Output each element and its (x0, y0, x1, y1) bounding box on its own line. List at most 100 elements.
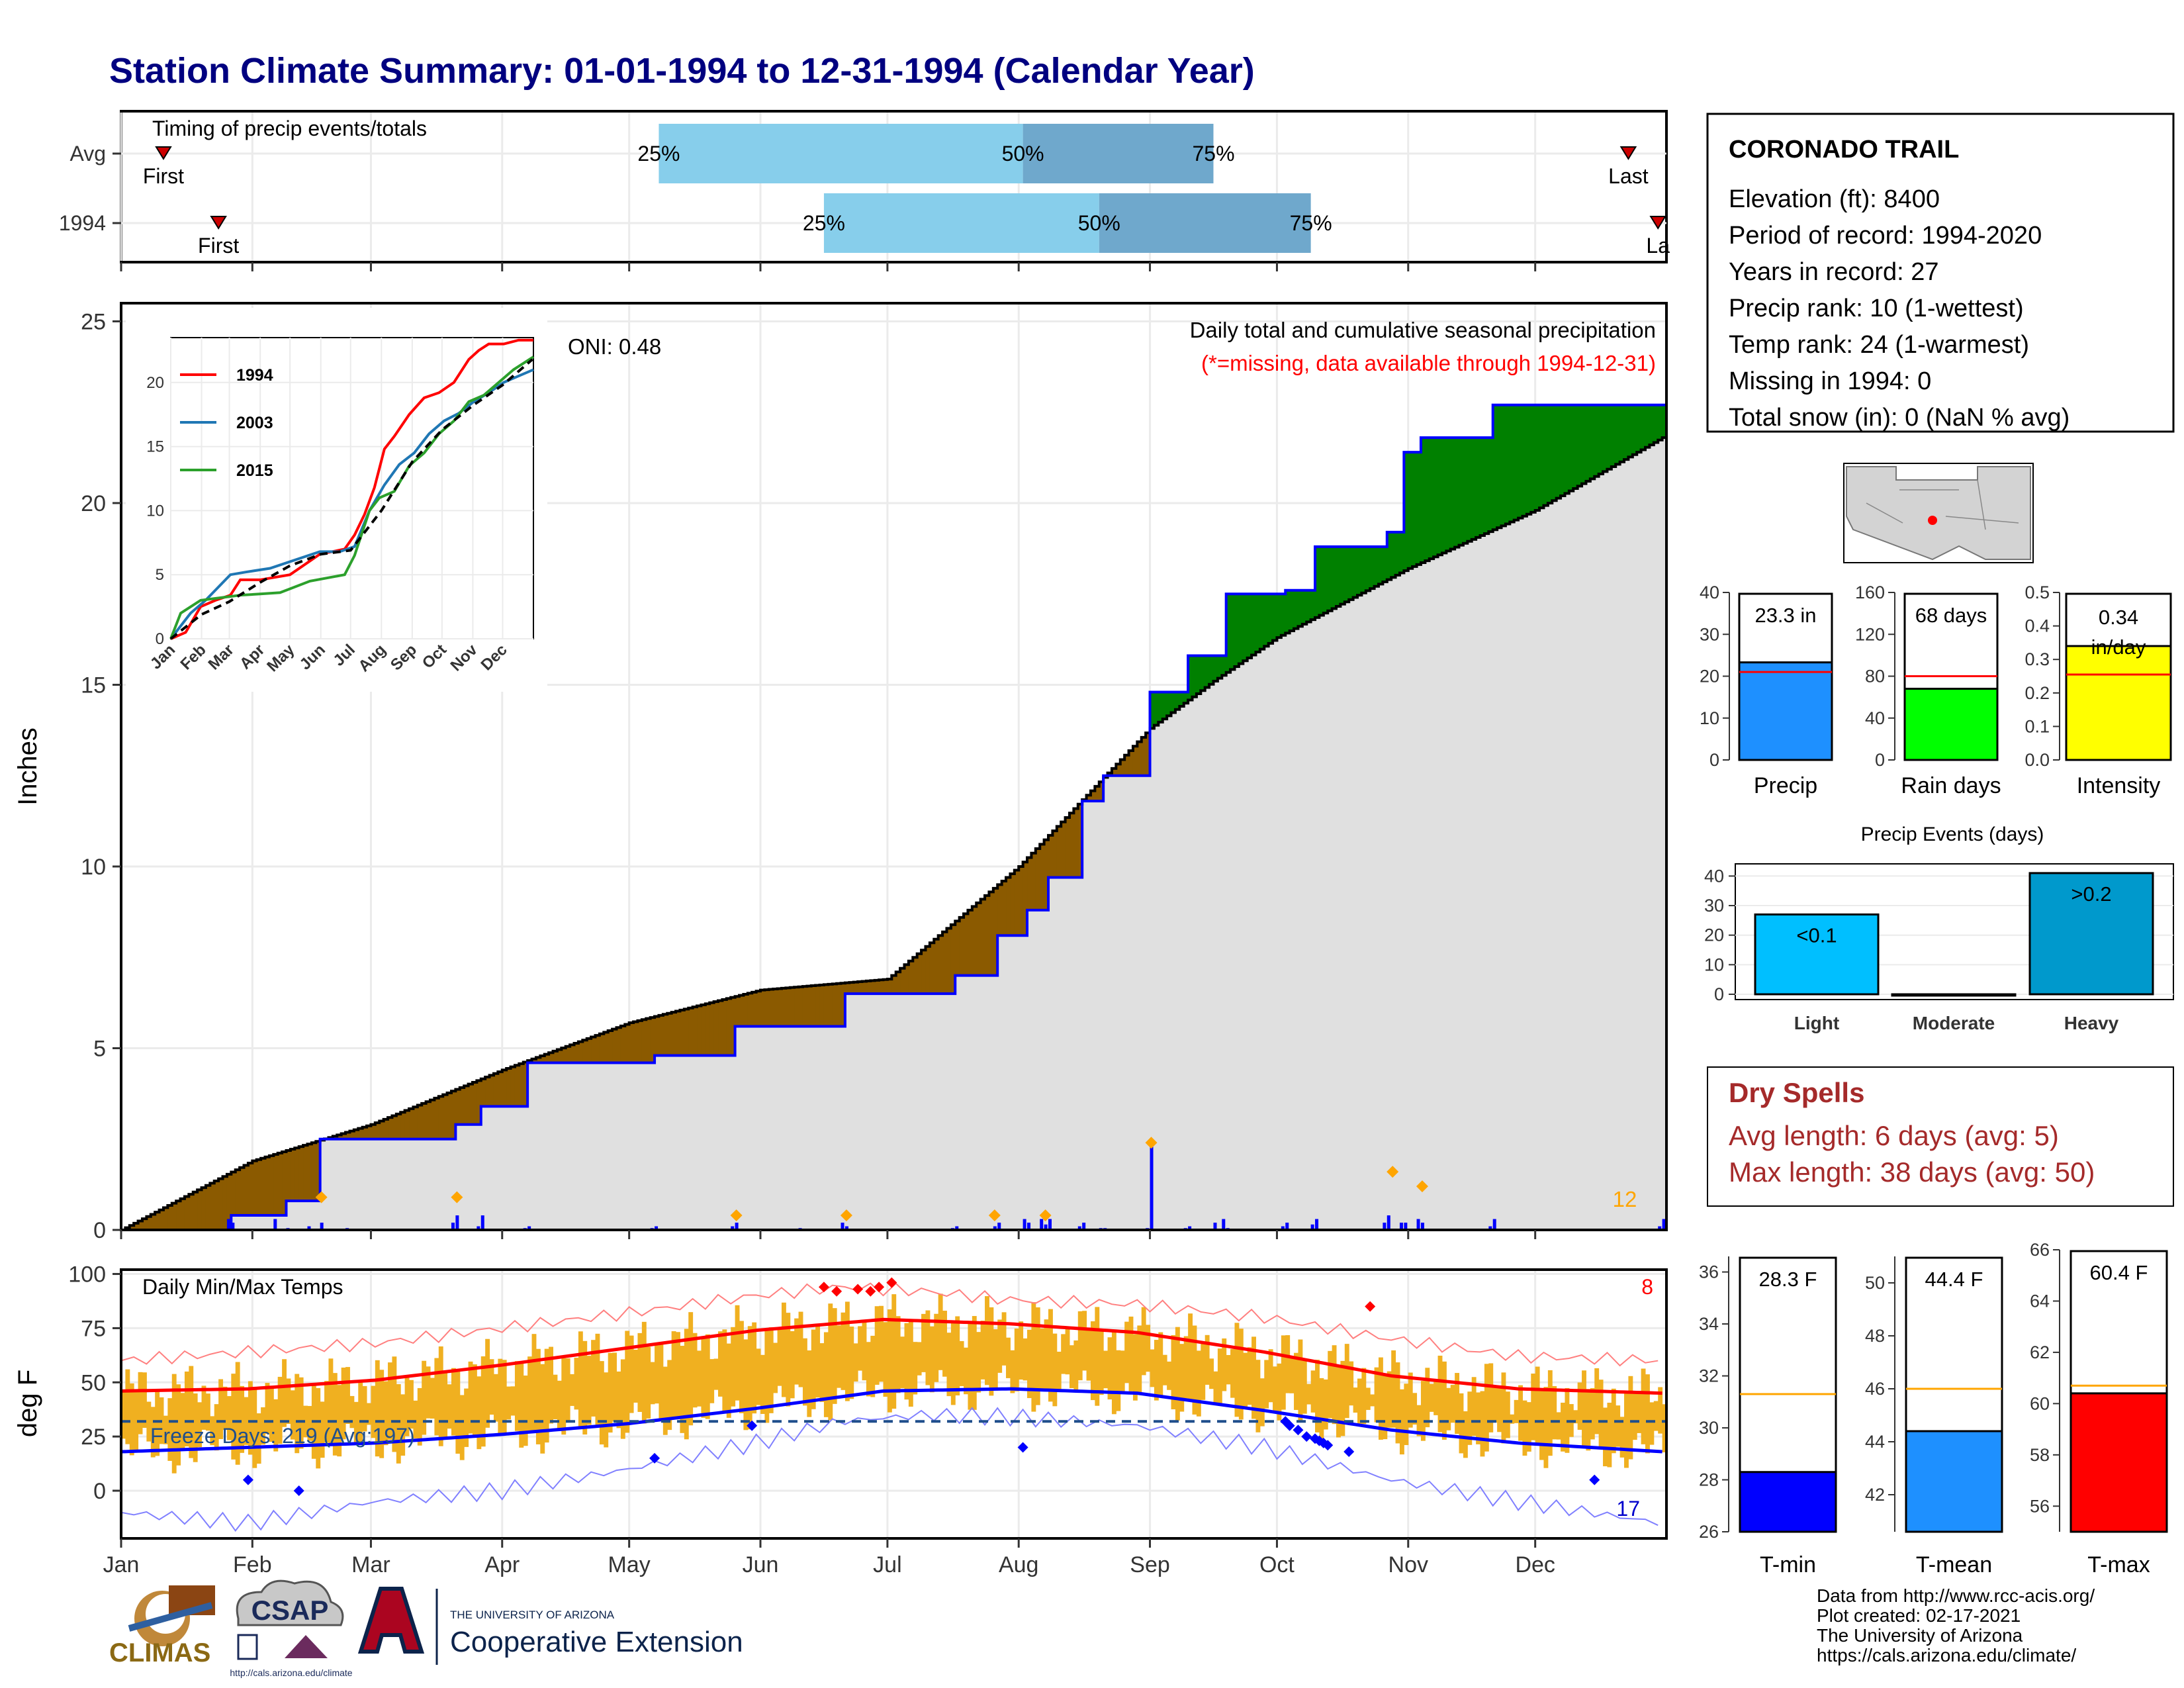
daily-temp-bar (324, 1381, 329, 1443)
daily-temp-bar (544, 1348, 549, 1443)
month-label: Jan (103, 1552, 140, 1577)
mini-y-tick: 42 (1865, 1485, 1885, 1505)
daily-temp-bar (709, 1359, 715, 1403)
daily-temp-bar (1044, 1319, 1049, 1389)
daily-precip-bar (731, 1226, 735, 1230)
deficit-area (844, 982, 850, 994)
daily-temp-bar (1552, 1385, 1557, 1440)
event-marker (1145, 1137, 1158, 1149)
daily-temp-bar (307, 1405, 312, 1441)
surplus-area (1340, 546, 1345, 604)
daily-temp-bar (735, 1305, 740, 1401)
deficit-area (823, 984, 829, 1027)
daily-temp-bar (713, 1358, 719, 1390)
surplus-area (1586, 404, 1591, 482)
deficit-area (655, 1016, 660, 1056)
daily-temp-bar (798, 1311, 803, 1387)
record-high-marker (831, 1286, 842, 1297)
inset-y-tick: 0 (156, 630, 164, 648)
deficit-area (1035, 849, 1040, 910)
mini-y-tick: 10 (1700, 708, 1719, 728)
daily-temp-bar (1035, 1307, 1040, 1405)
deficit-area (392, 1115, 397, 1139)
daily-temp-bar (1615, 1405, 1621, 1447)
deficit-area (1048, 835, 1053, 878)
surplus-area (1497, 404, 1502, 528)
daily-temp-bar (1019, 1321, 1024, 1380)
deficit-area (298, 1147, 304, 1201)
daily-temp-bar (1535, 1366, 1540, 1444)
daily-temp-bar (485, 1338, 490, 1428)
daily-temp-bar (1467, 1391, 1473, 1445)
daily-temp-bar (946, 1333, 952, 1397)
surplus-area (1459, 438, 1464, 545)
deficit-area (1073, 808, 1079, 878)
daily-temp-bar (1543, 1387, 1549, 1468)
stat-value-unit: in/day (2091, 635, 2146, 659)
deficit-area (519, 1063, 524, 1107)
csap-wordmark: CSAP (251, 1595, 329, 1626)
daily-temp-bar (375, 1360, 380, 1457)
record-max-line (120, 1282, 1659, 1367)
daily-temp-bar (1086, 1330, 1091, 1381)
daily-temp-bar (1217, 1348, 1222, 1405)
surplus-area (1294, 590, 1299, 629)
surplus-area (1370, 546, 1375, 589)
daily-temp-bar (1484, 1364, 1489, 1452)
daily-temp-bar (261, 1407, 266, 1445)
precip-ylabel: Inches (13, 727, 42, 806)
daily-temp-bar (1611, 1388, 1616, 1454)
deficit-area (248, 1163, 253, 1216)
deficit-area (362, 1127, 367, 1139)
deficit-area (498, 1072, 503, 1107)
y-tick-label: 15 (81, 673, 106, 698)
surplus-area (1361, 546, 1367, 593)
daily-temp-bar (849, 1326, 854, 1399)
daily-temp-bar (303, 1405, 308, 1438)
daily-temp-bar (1167, 1361, 1172, 1390)
surplus-area (1514, 404, 1519, 520)
daily-temp-bar (786, 1313, 791, 1407)
deficit-area (964, 914, 969, 976)
deficit-area (929, 943, 934, 994)
daily-temp-bar (1065, 1327, 1070, 1375)
station-location-dot (1928, 516, 1937, 525)
surplus-area (1167, 692, 1172, 716)
deficit-area (646, 1018, 651, 1063)
daily-temp-bar (790, 1331, 795, 1399)
footer-line: The University of Arizona (1817, 1625, 2023, 1646)
ua-logo: THE UNIVERSITY OF ARIZONA Cooperative Ex… (357, 1587, 743, 1665)
surplus-area (1196, 655, 1201, 694)
daily-temp-bar (1603, 1407, 1608, 1467)
deficit-area (798, 986, 803, 1027)
daily-temp-bar (367, 1403, 371, 1425)
quartile-label: 75% (1290, 211, 1332, 235)
daily-temp-bar (1132, 1334, 1138, 1401)
surplus-area (1433, 438, 1439, 557)
daily-temp-bar (844, 1301, 850, 1401)
daily-precip-bar (997, 1223, 1001, 1230)
surplus-area (1222, 655, 1227, 676)
y-tick-label: 25 (81, 1425, 106, 1450)
daily-temp-bar (1455, 1373, 1460, 1434)
surplus-area (1217, 655, 1222, 679)
min-record-count: 17 (1616, 1497, 1640, 1521)
surplus-area (1590, 404, 1595, 479)
deficit-area (409, 1108, 414, 1139)
deficit-area (244, 1165, 249, 1216)
daily-temp-bar (925, 1310, 931, 1385)
deficit-area (709, 1002, 715, 1056)
deficit-area (231, 1172, 236, 1216)
mini-y-tick: 58 (2030, 1445, 2050, 1465)
deficit-area (595, 1035, 600, 1063)
daily-temp-bar (531, 1334, 537, 1431)
deficit-area (447, 1092, 452, 1139)
deficit-area (332, 1136, 338, 1139)
state-shape (1846, 466, 2031, 561)
mini-y-tick: 0.4 (2025, 616, 2050, 636)
deficit-area (768, 989, 774, 1027)
daily-temp-bar (1095, 1307, 1100, 1406)
daily-temp-bar (756, 1348, 761, 1405)
daily-temp-bar (134, 1391, 139, 1451)
deficit-area (1111, 768, 1116, 776)
